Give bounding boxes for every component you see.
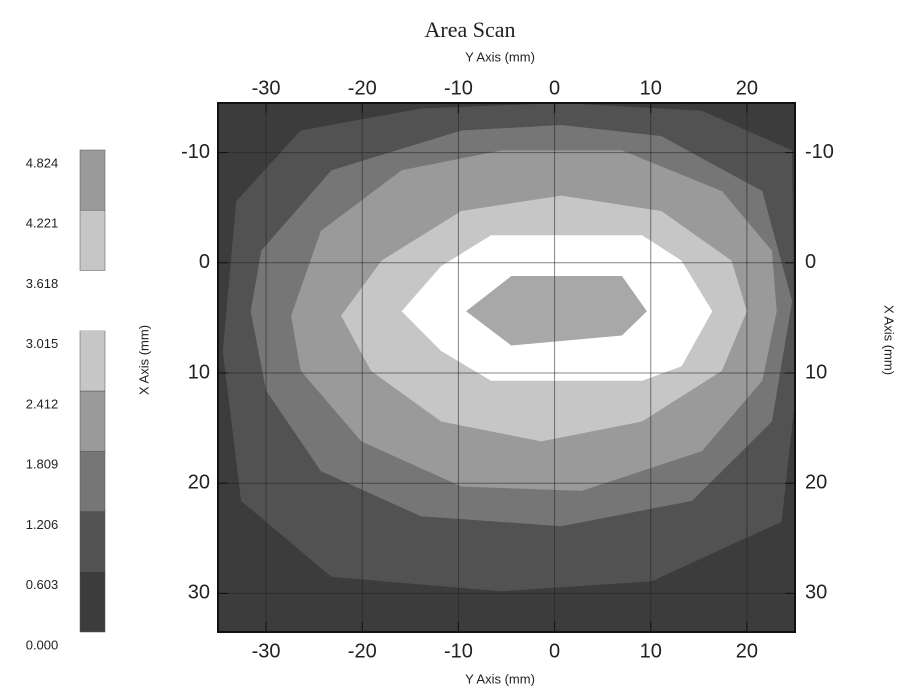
x2-axis-label: Y Axis (mm) — [465, 49, 535, 64]
x2-tick-label: -10 — [444, 77, 473, 99]
y2-tick-label: 0 — [805, 251, 816, 273]
y-tick-label: -10 — [181, 141, 210, 163]
colorbar-band — [79, 330, 106, 392]
y-axis-label: X Axis (mm) — [136, 325, 151, 395]
colorbar-label: 2.412 — [26, 396, 59, 411]
x2-tick-label: -30 — [252, 77, 281, 99]
y2-axis-label: X Axis (mm) — [882, 305, 897, 375]
colorbar-label: 4.221 — [26, 216, 59, 231]
y2-tick-label: 20 — [805, 472, 827, 494]
y2-tick-label: 30 — [805, 582, 827, 604]
x2-tick-label: 0 — [549, 77, 560, 99]
x2-tick-label: -20 — [348, 77, 377, 99]
colorbar-label: 0.000 — [26, 637, 59, 652]
x-tick-label: 10 — [640, 640, 662, 662]
x2-tick-label: 10 — [640, 77, 662, 99]
colorbar-band — [79, 210, 106, 271]
colorbar-label: 1.206 — [26, 517, 59, 532]
plot-frame — [217, 102, 796, 633]
colorbar-label: 3.618 — [26, 276, 59, 291]
colorbar-band — [80, 270, 105, 331]
colorbar-label: 0.603 — [26, 577, 59, 592]
chart-title: Area Scan — [424, 17, 515, 42]
colorbar-band — [79, 451, 106, 512]
x-tick-label: -30 — [252, 640, 281, 662]
y-tick-label: 30 — [188, 582, 210, 604]
x-tick-label: -10 — [444, 640, 473, 662]
contour-region — [466, 276, 647, 346]
colorbar-label: 4.824 — [26, 155, 59, 170]
colorbar-label: 1.809 — [26, 457, 59, 472]
x2-tick-label: 20 — [736, 77, 758, 99]
y2-tick-label: 10 — [805, 361, 827, 383]
x-tick-label: 0 — [549, 640, 560, 662]
colorbar-label: 3.015 — [26, 336, 59, 351]
x-axis-label: Y Axis (mm) — [465, 671, 535, 686]
x-tick-label: -20 — [348, 640, 377, 662]
y-tick-label: 0 — [199, 251, 210, 273]
colorbar-band — [79, 390, 106, 452]
colorbar-band — [79, 571, 106, 633]
x-tick-label: 20 — [736, 640, 758, 662]
y2-tick-label: -10 — [805, 141, 834, 163]
y-tick-label: 20 — [188, 472, 210, 494]
colorbar-band — [79, 511, 106, 572]
colorbar-band — [79, 149, 106, 211]
y-tick-label: 10 — [188, 361, 210, 383]
